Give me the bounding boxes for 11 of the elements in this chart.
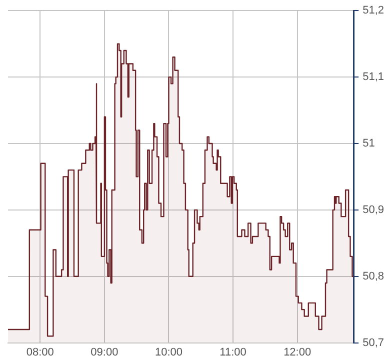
y-tick-label: 51,1 [362,71,384,84]
y-tick-label: 51,2 [362,4,384,17]
x-tick-label: 08:00 [26,346,54,358]
y-tick-label: 50,9 [362,204,384,216]
x-tick-label: 10:00 [154,346,183,358]
y-tick-label: 50,8 [362,270,384,282]
y-tick-label: 50,7 [362,336,384,349]
x-tick-label: 11:00 [220,346,246,358]
x-tick-label: 12:00 [284,346,312,358]
y-tick-label: 51 [362,138,375,150]
x-tick-label: 09:00 [90,346,118,358]
